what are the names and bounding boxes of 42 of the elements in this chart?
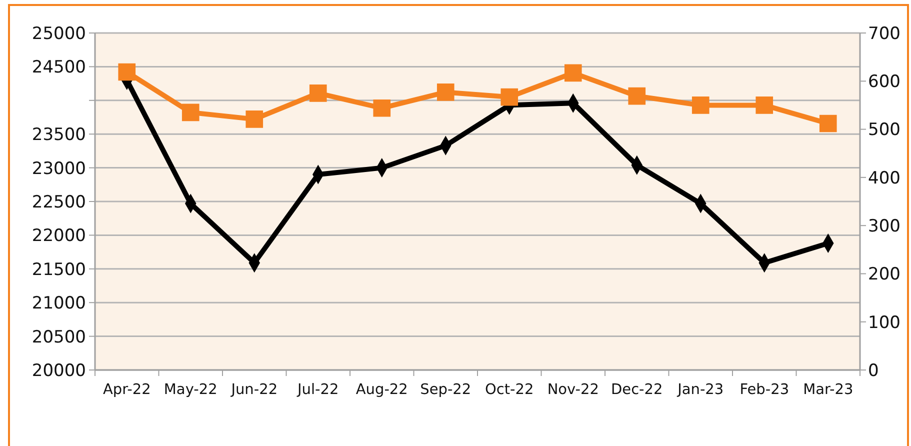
- point: [500, 88, 518, 106]
- y-tick-label: 22000: [32, 226, 86, 246]
- y-tick-label: 20000: [32, 360, 86, 381]
- x-tick-label: Jul-22: [296, 382, 339, 398]
- y-tick-label: 25000: [32, 24, 86, 44]
- point: [436, 84, 454, 101]
- x-tick-label: Apr-22: [102, 382, 151, 398]
- x-tick-label: Mar-23: [803, 382, 854, 398]
- y2-tick-label: 200: [868, 264, 900, 285]
- point: [819, 114, 837, 132]
- y-tick-label: 20500: [32, 327, 86, 348]
- x-tick-label: Nov-22: [547, 382, 599, 398]
- y2-tick-label: 300: [868, 216, 900, 237]
- point: [118, 63, 136, 81]
- y2-tick-label: 700: [868, 24, 900, 44]
- point: [182, 104, 200, 122]
- x-tick-label: Sep-22: [420, 382, 472, 398]
- y-tick-label: 23000: [32, 158, 86, 179]
- point: [692, 96, 710, 114]
- point: [564, 64, 582, 82]
- y2-tick-label: 500: [868, 120, 900, 140]
- x-tick-label: Aug-22: [356, 382, 408, 398]
- point: [309, 84, 327, 102]
- x-tick-label: Jun-22: [230, 382, 278, 398]
- y2-tick-label: 100: [868, 312, 900, 333]
- y-tick-label: 24500: [32, 58, 86, 78]
- point: [373, 99, 391, 117]
- x-tick-label: Dec-22: [611, 382, 663, 398]
- point: [756, 96, 774, 114]
- x-tick-label: Oct-22: [484, 382, 534, 398]
- x-tick-label: Feb-23: [740, 382, 790, 398]
- y-tick-label: 23500: [32, 125, 86, 146]
- y-tick-label: 22500: [32, 192, 86, 212]
- y2-tick-label: 400: [868, 168, 900, 188]
- x-tick-label: Jan-23: [676, 382, 724, 398]
- point: [246, 110, 264, 128]
- y-tick-label: 21500: [32, 260, 86, 280]
- point: [628, 87, 646, 105]
- x-tick-label: May-22: [164, 382, 218, 398]
- y-tick-label: 21000: [32, 294, 86, 314]
- y2-tick-label: 0: [868, 360, 879, 381]
- y2-tick-label: 600: [868, 72, 900, 92]
